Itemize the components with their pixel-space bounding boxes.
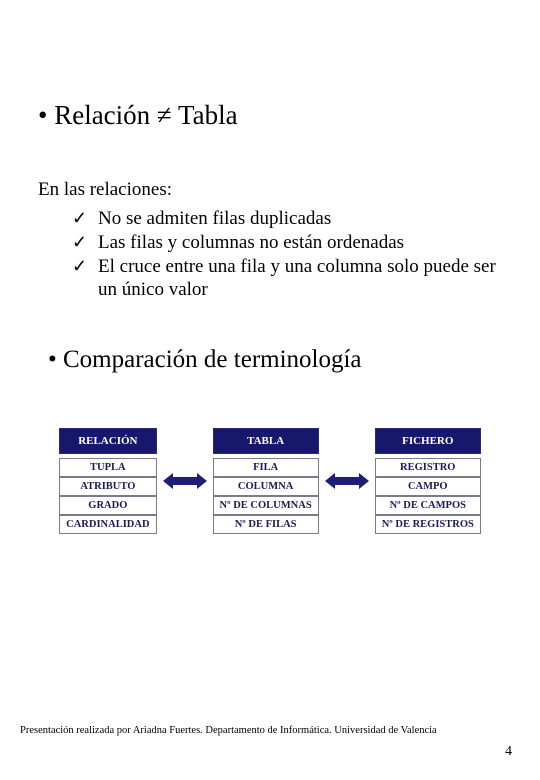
table-cell: ATRIBUTO (59, 477, 156, 496)
term-table-fichero: FICHERO REGISTRO CAMPO Nº DE CAMPOS Nº D… (375, 428, 481, 534)
footer-text: Presentación realizada por Ariadna Fuert… (20, 725, 520, 736)
subhead: En las relaciones: (38, 179, 502, 201)
double-arrow-icon (163, 471, 207, 491)
table-header: TABLA (213, 428, 319, 454)
table-cell: Nº DE COLUMNAS (213, 496, 319, 515)
check-icon: ✓ (72, 207, 87, 230)
not-equal-symbol: ≠ (157, 100, 172, 130)
term-table-tabla: TABLA FILA COLUMNA Nº DE COLUMNAS Nº DE … (213, 428, 319, 534)
section-title: • Comparación de terminología (48, 346, 502, 374)
table-cell: GRADO (59, 496, 156, 515)
terminology-diagram: RELACIÓN TUPLA ATRIBUTO GRADO CARDINALID… (38, 428, 502, 534)
table-cell: Nº DE REGISTROS (375, 515, 481, 534)
check-icon: ✓ (72, 255, 87, 278)
table-cell: CARDINALIDAD (59, 515, 156, 534)
title-rhs: Tabla (172, 100, 238, 130)
checklist: ✓ No se admiten filas duplicadas ✓ Las fil… (38, 207, 502, 302)
table-cell: CAMPO (375, 477, 481, 496)
list-item: ✓ No se admiten filas duplicadas (72, 207, 502, 231)
double-arrow-icon (325, 471, 369, 491)
table-cell: COLUMNA (213, 477, 319, 496)
table-header: FICHERO (375, 428, 481, 454)
title-bullet: • (38, 100, 54, 130)
table-cell: Nº DE FILAS (213, 515, 319, 534)
check-icon: ✓ (72, 231, 87, 254)
table-cell: TUPLA (59, 458, 156, 477)
table-cell: Nº DE CAMPOS (375, 496, 481, 515)
list-item-text: Las filas y columnas no están ordenadas (98, 232, 404, 253)
list-item-text: No se admiten filas duplicadas (98, 208, 331, 229)
table-cell: FILA (213, 458, 319, 477)
list-item: ✓ Las filas y columnas no están ordenadas (72, 231, 502, 255)
table-cell: REGISTRO (375, 458, 481, 477)
title-lhs: Relación (54, 100, 157, 130)
slide-title: • Relación ≠ Tabla (38, 100, 502, 131)
table-header: RELACIÓN (59, 428, 156, 454)
page-number: 4 (505, 744, 512, 760)
term-table-relacion: RELACIÓN TUPLA ATRIBUTO GRADO CARDINALID… (59, 428, 156, 534)
list-item: ✓ El cruce entre una fila y una columna s… (72, 255, 502, 303)
list-item-text: El cruce entre una fila y una columna so… (98, 256, 496, 301)
